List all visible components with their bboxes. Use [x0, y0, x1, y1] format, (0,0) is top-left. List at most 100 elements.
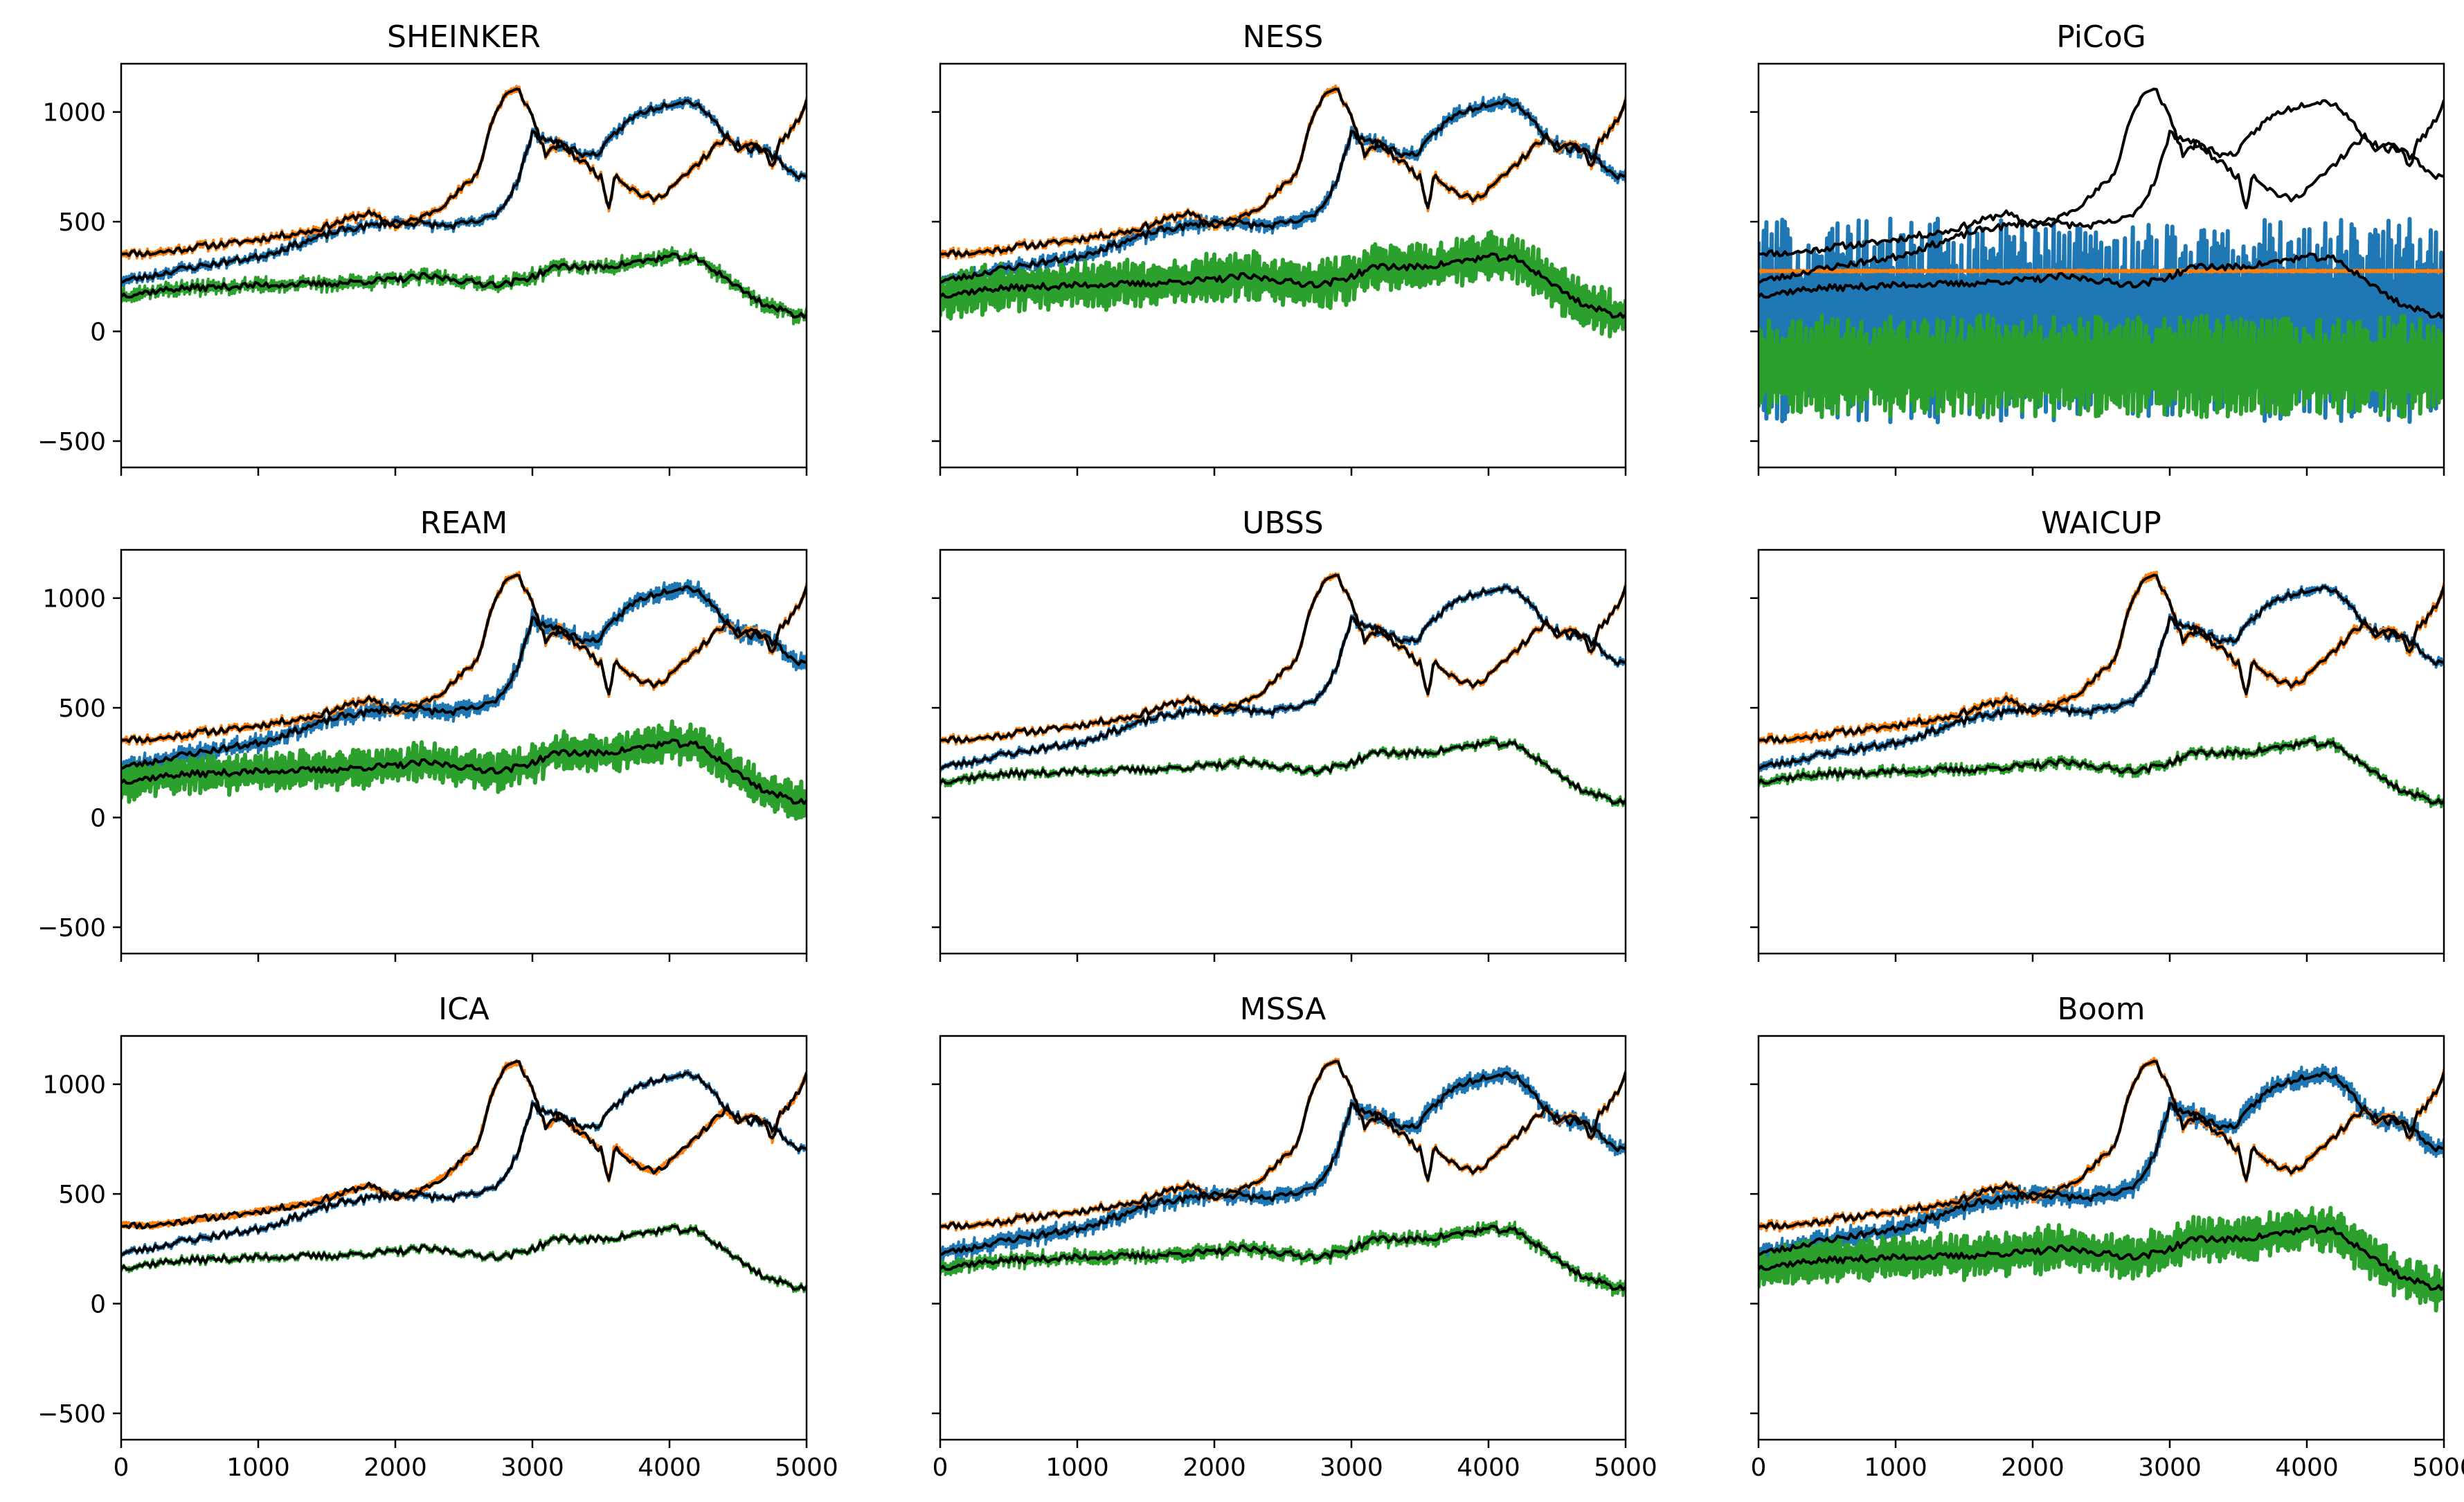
x-tick-label: 5000: [775, 1454, 838, 1482]
axes-frame: [1757, 1035, 2445, 1441]
y-tick-label: 500: [58, 695, 106, 723]
reference-line-bottom: [1759, 252, 2444, 319]
y-tick-label: −500: [37, 1400, 106, 1429]
reference-line-bottom: [121, 1224, 807, 1291]
subplot-title: SHEINKER: [387, 19, 541, 55]
reference-line-top: [940, 573, 1626, 744]
y-tick-label: 1000: [42, 1071, 106, 1100]
estimate-0: [940, 583, 1626, 773]
plot-area: [940, 572, 1626, 807]
x-tick-label: 0: [114, 1454, 129, 1482]
estimate-2: [1759, 268, 2444, 274]
y-tick-label: 500: [58, 1181, 106, 1209]
estimate-0: [121, 1069, 807, 1258]
plot-area: [121, 571, 807, 821]
reference-line-middle: [121, 1071, 807, 1256]
x-tick-label: 5000: [1594, 1454, 1657, 1482]
plot-area: [1759, 1057, 2444, 1313]
axes-frame: [1757, 548, 2445, 955]
plot-area: [1759, 87, 2444, 424]
y-tick-label: −500: [37, 914, 106, 942]
plot-area: [940, 1057, 1626, 1297]
x-tick-label: 5000: [2412, 1454, 2464, 1482]
reference-line-top: [121, 87, 807, 258]
x-tick-label: 2000: [363, 1454, 427, 1482]
estimate-1: [1759, 313, 2444, 420]
axes-frame: [120, 1035, 808, 1441]
reference-line-bottom: [1759, 1224, 2444, 1291]
subplot-sheinker: SHEINKER −500 0 500 1000: [37, 19, 808, 476]
subplot-title: ICA: [438, 992, 489, 1027]
subplot-title: PiCoG: [2056, 19, 2146, 55]
axes-frame: [939, 62, 1627, 469]
reference-line-bottom: [121, 738, 807, 805]
reference-line-top: [940, 1060, 1626, 1230]
x-tick-label: 3000: [2138, 1454, 2202, 1482]
reference-line-bottom: [940, 738, 1626, 805]
subplot-boom: Boom 0 1000 2000 3000 4000 5000: [1750, 992, 2464, 1482]
y-tick-label: 0: [90, 805, 106, 833]
x-tick-label: 1000: [1864, 1454, 1927, 1482]
estimate-0: [1759, 583, 2444, 774]
reference-line-middle: [940, 585, 1626, 770]
x-tick-label: 1000: [1045, 1454, 1109, 1482]
reference-line-middle: [1759, 1071, 2444, 1256]
subplot-title: UBSS: [1242, 506, 1323, 541]
x-tick-label: 2000: [2001, 1454, 2065, 1482]
subplot-ubss: UBSS: [932, 506, 1627, 962]
plot-area: [121, 84, 807, 325]
reference-line-bottom: [1759, 738, 2444, 805]
reference-line-middle: [121, 585, 807, 770]
reference-line-top: [1759, 87, 2444, 258]
plot-area: [121, 1059, 807, 1294]
subplot-title: Boom: [2058, 992, 2146, 1027]
subplot-title: MSSA: [1240, 992, 1327, 1027]
subplot-picog: PiCoG: [1750, 19, 2445, 476]
subplot-ness: NESS: [932, 19, 1627, 476]
axes-frame: [939, 548, 1627, 955]
subplot-title: REAM: [420, 506, 507, 541]
y-tick-label: 1000: [42, 99, 106, 127]
subplot-title: WAICUP: [2041, 506, 2161, 541]
plot-area: [940, 84, 1626, 339]
reference-line-middle: [940, 1071, 1626, 1256]
axes-frame: [1757, 62, 2445, 469]
y-tick-label: 0: [90, 319, 106, 347]
estimate-2: [1759, 1206, 2444, 1313]
subplot-ica: ICA 0 1000 2000 3000 4000 5000 −500 0 500 1000: [37, 992, 838, 1482]
x-tick-label: 0: [1751, 1454, 1767, 1482]
x-tick-label: 3000: [501, 1454, 564, 1482]
reference-line-top: [121, 573, 807, 744]
y-tick-label: 500: [58, 208, 106, 237]
reference-line-bottom: [121, 252, 807, 319]
plot-area: [1759, 571, 2444, 809]
reference-line-middle: [940, 99, 1626, 284]
subplot-ream: REAM −500 0 500 1000: [37, 506, 808, 962]
reference-line-bottom: [940, 252, 1626, 319]
x-tick-label: 3000: [1320, 1454, 1383, 1482]
x-tick-label: 0: [933, 1454, 948, 1482]
reference-line-top: [121, 1060, 807, 1230]
reference-line-bottom: [940, 1224, 1626, 1291]
reference-line-top: [1759, 573, 2444, 744]
subplot-title: NESS: [1243, 19, 1324, 55]
reference-line-middle: [1759, 585, 2444, 770]
axes-frame: [120, 548, 808, 955]
y-tick-label: 1000: [42, 585, 106, 614]
reference-line-middle: [1759, 99, 2444, 284]
subplot-mssa: MSSA 0 1000 2000 3000 4000 5000: [932, 992, 1657, 1482]
axes-frame: [939, 1035, 1627, 1441]
reference-line-middle: [121, 99, 807, 284]
x-tick-label: 4000: [2275, 1454, 2339, 1482]
axes-frame: [120, 62, 808, 469]
reference-line-top: [1759, 1060, 2444, 1230]
x-tick-label: 4000: [638, 1454, 701, 1482]
x-tick-label: 4000: [1457, 1454, 1520, 1482]
y-tick-label: 0: [90, 1291, 106, 1319]
x-tick-label: 2000: [1182, 1454, 1246, 1482]
y-tick-label: −500: [37, 428, 106, 456]
reference-line-top: [940, 87, 1626, 258]
subplot-waicup: WAICUP: [1750, 506, 2445, 962]
x-tick-label: 1000: [226, 1454, 290, 1482]
